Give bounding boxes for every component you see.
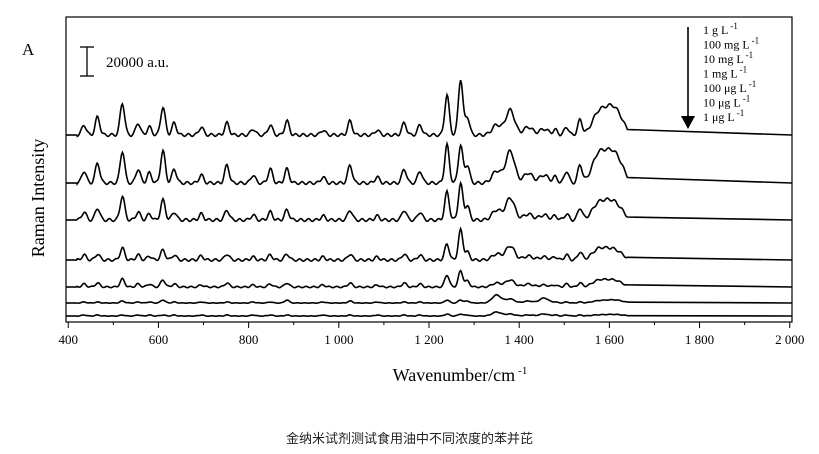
- legend-entry-2: 100 mg L -1: [703, 36, 759, 52]
- legend-entry-1: 1 g L -1: [703, 21, 738, 37]
- x-tick-label: 1 000: [324, 332, 353, 347]
- x-axis: 400 600 800 1 000 1 200 1 400 1 600 1 800 2 000: [59, 322, 804, 347]
- spectrum-line-7: [76, 311, 793, 318]
- legend-entry-4: 1 mg L -1: [703, 65, 747, 81]
- spectra-group: [66, 79, 793, 318]
- figure-caption: 金纳米试剂测试食用油中不同浓度的苯并芘: [285, 432, 533, 447]
- x-tick-label: 400: [59, 332, 79, 347]
- spectrum-line-5: [76, 269, 793, 289]
- x-tick-label: 1 600: [595, 332, 624, 347]
- y-axis-label: Raman Intensity: [28, 139, 48, 257]
- scale-bar: [80, 46, 94, 77]
- raman-spectra-chart: 400 600 800 1 000 1 200 1 400 1 600 1 800 2 000 …: [22, 16, 804, 385]
- x-tick-label: 1 800: [685, 332, 714, 347]
- legend-entry-3: 10 mg L -1: [703, 50, 753, 66]
- panel-label: A: [22, 40, 35, 59]
- spectrum-line-2: [76, 140, 793, 187]
- x-tick-label: 1 200: [414, 332, 443, 347]
- x-axis-label-text: Wavenumber/cm: [393, 365, 516, 385]
- legend-entry-6: 10 μg L -1: [703, 94, 750, 110]
- x-tick-label: 600: [149, 332, 169, 347]
- x-tick-label: 2 000: [775, 332, 804, 347]
- x-tick-label: 1 400: [505, 332, 534, 347]
- x-axis-label-unit-sup: -1: [518, 365, 527, 377]
- x-axis-label: Wavenumber/cm -1: [393, 365, 528, 385]
- concentration-arrow: [681, 27, 695, 129]
- spectrum-line-3: [76, 180, 793, 223]
- spectrum-line-1: [76, 79, 793, 138]
- x-tick-label: 800: [239, 332, 259, 347]
- spectrum-line-4: [76, 226, 793, 263]
- legend-entry-5: 100 μg L -1: [703, 79, 756, 95]
- legend-entry-7: 1 μg L -1: [703, 108, 744, 124]
- spectrum-line-6: [77, 293, 793, 305]
- scale-bar-label: 20000 a.u.: [106, 55, 169, 71]
